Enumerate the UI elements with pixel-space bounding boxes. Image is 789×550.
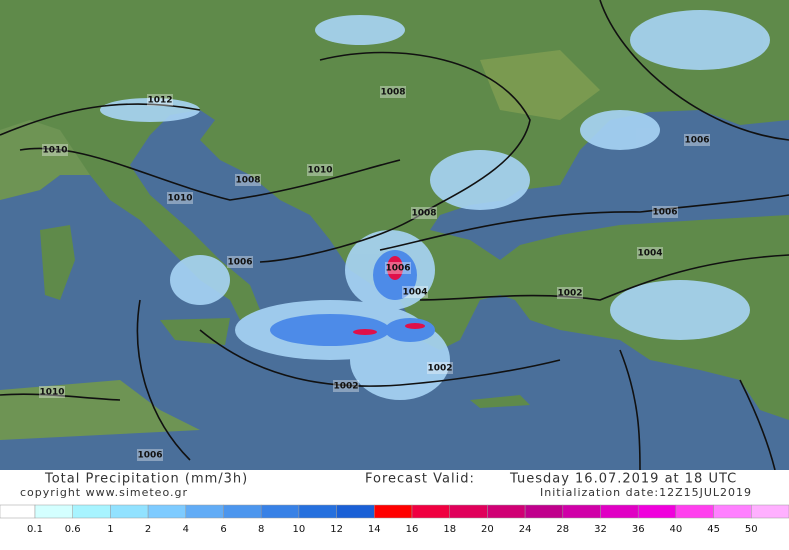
isobar-label-bg xyxy=(411,207,437,219)
isobar-label-bg xyxy=(402,286,428,298)
legend-swatch xyxy=(298,504,337,519)
isobar-label: 1008 xyxy=(235,176,260,186)
precip-moderate xyxy=(270,250,435,346)
isobar-label: 1006 xyxy=(684,136,709,146)
precip-light xyxy=(100,10,770,400)
legend-swatch xyxy=(449,504,488,519)
legend-label: 36 xyxy=(632,524,645,535)
legend-label: 24 xyxy=(519,524,532,535)
legend-label: 40 xyxy=(670,524,683,535)
map: 1012 1010 1008 1010 1010 1008 1008 1006 1006 1004… xyxy=(0,0,789,471)
precip-heavy xyxy=(353,256,425,335)
legend-swatch xyxy=(336,504,375,519)
isobar-label-bg xyxy=(39,386,65,398)
isobar-label-bg xyxy=(307,164,333,176)
isobar-label: 1010 xyxy=(42,146,67,156)
isobar-label-bg xyxy=(333,380,359,392)
legend-swatch xyxy=(637,504,677,519)
legend-label: 6 xyxy=(220,524,226,535)
legend-label: 4 xyxy=(183,524,189,535)
isobar-label-bg xyxy=(380,86,406,98)
sicily xyxy=(160,318,230,345)
legend-label: 20 xyxy=(481,524,494,535)
legend-swatch xyxy=(260,504,300,519)
legend-swatch xyxy=(600,504,639,519)
isobar-label-bg xyxy=(557,287,583,299)
land xyxy=(0,0,789,420)
isobar-label: 1012 xyxy=(147,96,172,106)
isobar-label-bg xyxy=(235,174,261,186)
legend-label: 0.1 xyxy=(27,524,43,535)
legend: 0.1 0.6 1 2 4 6 8 10 12 14 16 18 20 24 28 32 36 40 45 50 xyxy=(0,504,789,535)
isobar-label: 1006 xyxy=(652,208,677,218)
legend-swatch xyxy=(223,504,262,519)
isobar-label-bg xyxy=(684,134,710,146)
forecast-label: Forecast Valid: xyxy=(365,472,475,487)
legend-label: 10 xyxy=(293,524,306,535)
isobar-label-bg xyxy=(652,206,678,218)
legend-label: 8 xyxy=(258,524,264,535)
isobar-label-bg xyxy=(227,256,253,268)
legend-label: 50 xyxy=(745,524,758,535)
legend-swatch xyxy=(411,504,450,519)
isobar-label-bg xyxy=(137,449,163,461)
isobar-label-bg xyxy=(167,192,193,204)
crete xyxy=(470,395,530,408)
highland xyxy=(480,50,600,120)
isobar-label: 1008 xyxy=(380,88,405,98)
isobar-label: 1002 xyxy=(333,382,358,392)
land-alps xyxy=(0,120,90,200)
isobar-label: 1002 xyxy=(427,364,452,374)
legend-swatch xyxy=(562,504,601,519)
legend-swatch xyxy=(72,504,111,519)
isobar-label: 1006 xyxy=(385,264,410,274)
isobar-label-bg xyxy=(147,94,173,106)
legend-swatch xyxy=(487,504,526,519)
legend-label: 12 xyxy=(330,524,343,535)
isobar-label: 1004 xyxy=(637,249,662,259)
initialization: Initialization date:12Z15JUL2019 xyxy=(540,486,752,499)
legend-swatch xyxy=(0,504,36,519)
legend-swatch xyxy=(110,504,149,519)
legend-swatch xyxy=(34,504,73,519)
legend-label: 0.6 xyxy=(65,524,81,535)
isobar-label: 1010 xyxy=(39,388,64,398)
legend-swatch xyxy=(524,504,564,519)
isobar-label: 1004 xyxy=(402,288,427,298)
isobar-label: 1010 xyxy=(167,194,192,204)
legend-swatch xyxy=(147,504,187,519)
isobar-labels: 1012 1010 1008 1010 1010 1008 1008 1006 1006 1004… xyxy=(39,86,710,461)
title: Total Precipitation (mm/3h) xyxy=(44,472,248,487)
legend-label: 14 xyxy=(368,524,381,535)
legend-label: 1 xyxy=(107,524,113,535)
legend-label: 18 xyxy=(443,524,456,535)
isobar-label-bg xyxy=(385,262,411,274)
legend-label: 28 xyxy=(556,524,569,535)
legend-swatch xyxy=(185,504,224,519)
isobar-label-bg xyxy=(637,247,663,259)
isobar-label-bg xyxy=(42,144,68,156)
legend-swatch xyxy=(374,504,413,519)
isobar-label: 1006 xyxy=(137,451,162,461)
legend-label: 45 xyxy=(707,524,720,535)
isobar-label: 1008 xyxy=(411,209,436,219)
sardinia xyxy=(40,225,75,300)
legend-swatch xyxy=(713,504,752,519)
legend-swatch xyxy=(751,504,789,519)
legend-label: 16 xyxy=(406,524,419,535)
isobar-label: 1006 xyxy=(227,258,252,268)
isobar-label: 1010 xyxy=(307,166,332,176)
isobar-label-bg xyxy=(427,362,453,374)
isobar-label: 1002 xyxy=(557,289,582,299)
legend-swatch xyxy=(675,504,714,519)
forecast-time: Tuesday 16.07.2019 at 18 UTC xyxy=(509,472,737,487)
legend-label: 32 xyxy=(594,524,607,535)
legend-label: 2 xyxy=(145,524,151,535)
isobars xyxy=(0,0,789,471)
copyright: copyright www.simeteo.gr xyxy=(20,486,188,499)
